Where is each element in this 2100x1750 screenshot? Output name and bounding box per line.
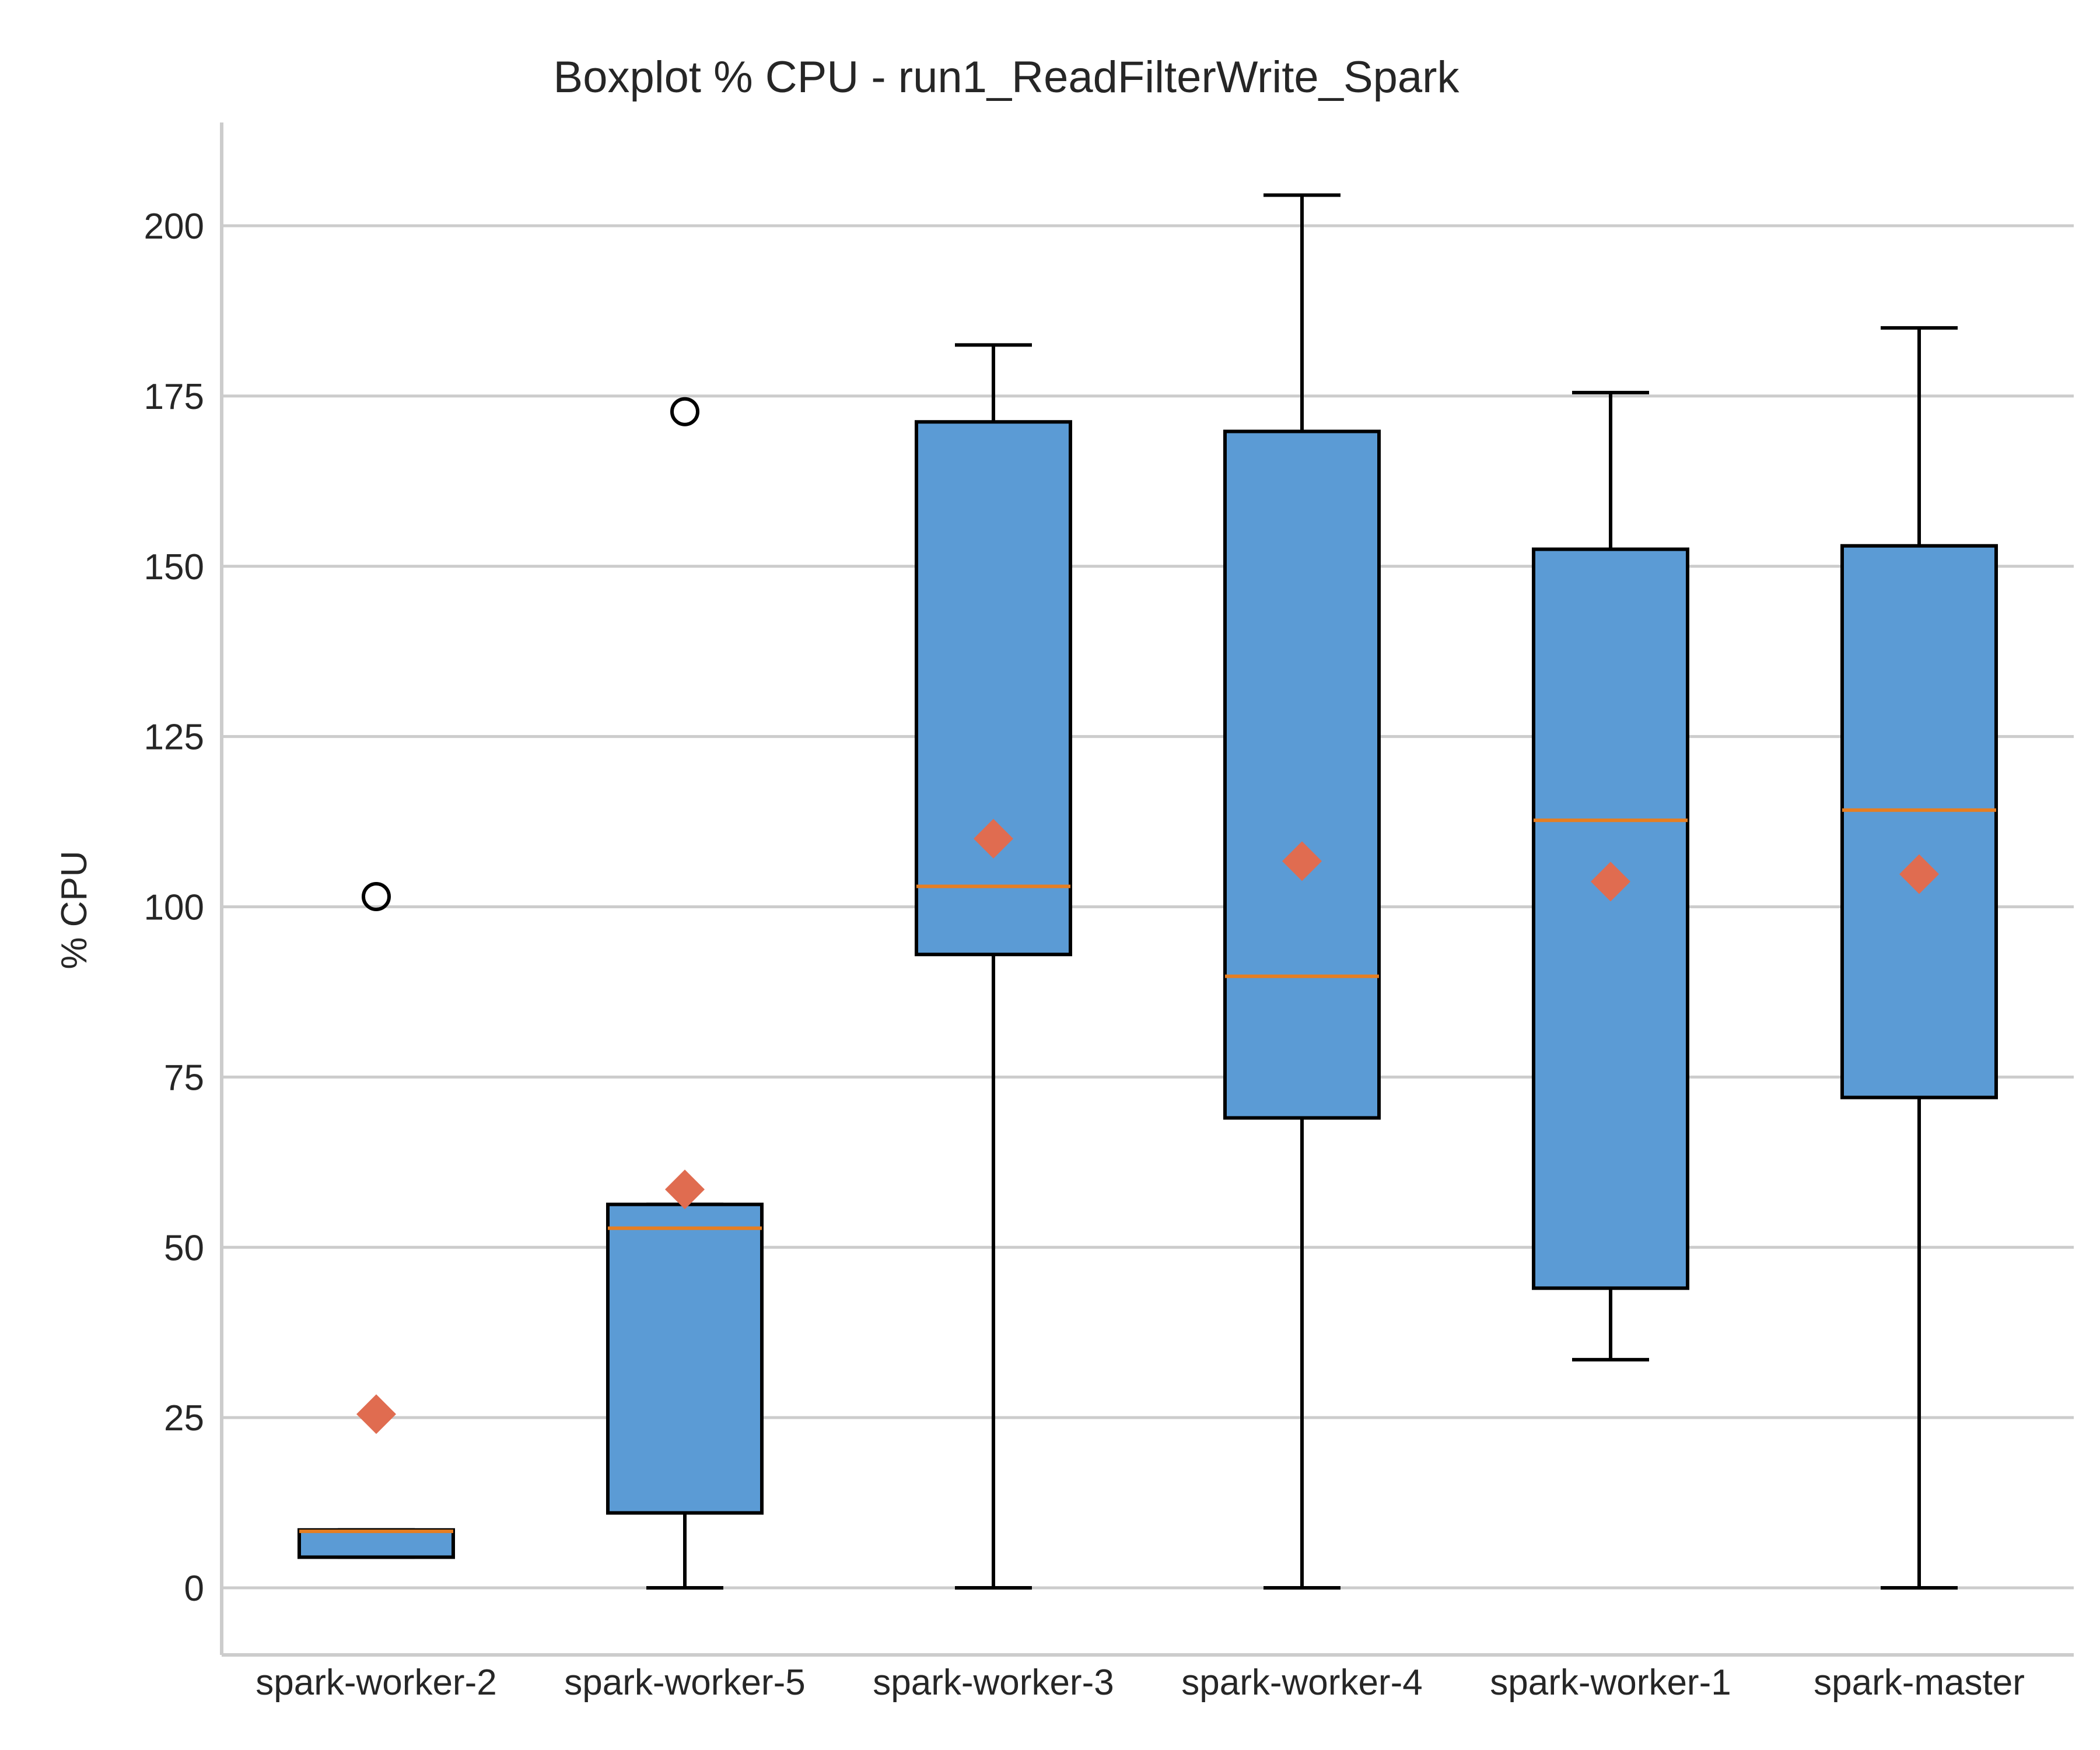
iqr-box (915, 420, 1072, 957)
box-group (606, 397, 764, 1590)
y-tick-label: 200 (144, 206, 204, 247)
mean-marker (1899, 854, 1939, 894)
iqr-box (1840, 544, 1998, 1100)
y-tick-label: 75 (164, 1058, 204, 1098)
chart-title: Boxplot % CPU - run1_ReadFilterWrite_Spa… (554, 52, 1460, 102)
x-tick-label: spark-worker-2 (256, 1662, 496, 1703)
iqr-box (298, 1528, 455, 1559)
y-tick-label: 25 (164, 1398, 204, 1438)
y-tick-label: 0 (184, 1569, 204, 1609)
mean-marker (1282, 841, 1322, 881)
y-tick-label: 125 (144, 718, 204, 758)
iqr-box (1223, 429, 1381, 1120)
mean-marker (1591, 862, 1630, 902)
box-group (1840, 326, 1998, 1590)
box-group (298, 881, 455, 1559)
box-group (915, 343, 1072, 1590)
axis-spines (220, 123, 2074, 1657)
iqr-box (1532, 547, 1689, 1290)
x-tick-label: spark-worker-5 (564, 1662, 805, 1703)
mean-marker (974, 818, 1013, 859)
box-group (1532, 391, 1689, 1362)
y-tick-label: 50 (164, 1228, 204, 1268)
x-tick-label: spark-master (1814, 1662, 2025, 1703)
iqr-box (606, 1202, 764, 1515)
mean-marker (665, 1170, 705, 1210)
mean-marker (356, 1394, 396, 1434)
boxes (298, 193, 1998, 1590)
outlier-marker (362, 881, 391, 911)
x-tick-label: spark-worker-4 (1181, 1662, 1422, 1703)
outlier-marker (670, 397, 699, 426)
y-tick-labels: 0 25 50 75 100 125 150 175 200 (144, 206, 204, 1609)
x-tick-label: spark-worker-3 (873, 1662, 1114, 1703)
y-tick-label: 100 (144, 888, 204, 928)
x-tick-label: spark-worker-1 (1490, 1662, 1731, 1703)
y-axis-label: % CPU (54, 850, 94, 969)
x-tick-labels: spark-worker-2 spark-worker-5 spark-worker… (256, 1662, 2025, 1703)
y-tick-label: 150 (144, 547, 204, 587)
gridlines (222, 224, 2074, 1590)
box-group (1223, 193, 1381, 1590)
y-tick-label: 175 (144, 377, 204, 417)
